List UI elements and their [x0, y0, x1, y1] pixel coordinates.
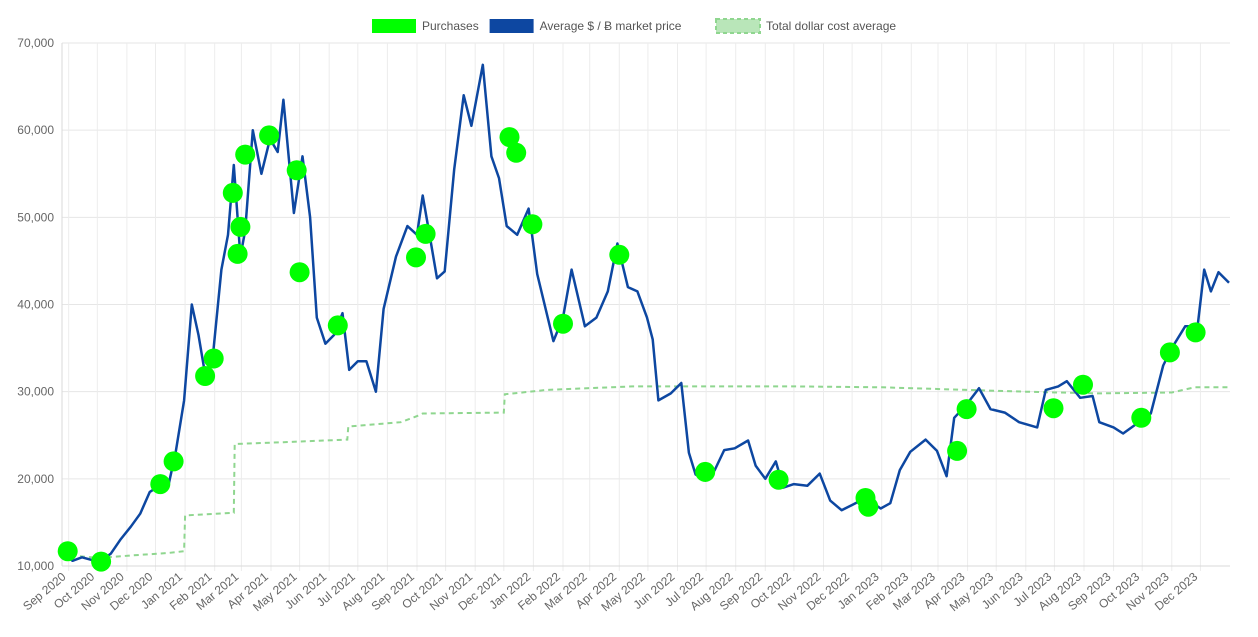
purchase-point[interactable] — [553, 313, 573, 334]
y-tick-label: 40,000 — [17, 298, 54, 312]
purchase-point[interactable] — [222, 182, 243, 203]
y-tick-label: 20,000 — [17, 472, 54, 486]
purchase-point[interactable] — [327, 315, 348, 336]
legend-label: Average $ / Ƀ market price — [540, 19, 682, 33]
price-line — [61, 63, 1230, 563]
dca-line-layer — [61, 385, 1229, 559]
purchase-point[interactable] — [91, 551, 112, 572]
legend-item[interactable]: Purchases — [372, 19, 479, 33]
purchase-point[interactable] — [230, 216, 251, 237]
purchase-point[interactable] — [947, 440, 968, 461]
purchase-point[interactable] — [289, 262, 310, 283]
purchase-point[interactable] — [1073, 374, 1093, 395]
legend-label: Purchases — [422, 19, 479, 33]
legend[interactable]: Purchases Average $ / Ƀ market price Total… — [372, 18, 896, 34]
purchase-point[interactable] — [227, 243, 248, 264]
purchase-point[interactable] — [506, 142, 527, 163]
purchase-point[interactable] — [163, 451, 184, 472]
legend-item[interactable]: Total dollar cost average — [715, 18, 896, 34]
legend-swatch — [489, 19, 534, 33]
y-tick-label: 60,000 — [17, 123, 54, 137]
purchase-point[interactable] — [286, 160, 307, 181]
legend-item[interactable]: Average $ / Ƀ market price — [489, 19, 682, 33]
purchase-point[interactable] — [259, 125, 280, 146]
purchase-point[interactable] — [1185, 322, 1206, 343]
purchase-point[interactable] — [235, 144, 256, 165]
purchase-point[interactable] — [415, 223, 436, 244]
purchase-point[interactable] — [1131, 407, 1152, 428]
purchase-point[interactable] — [406, 247, 426, 268]
purchase-point[interactable] — [195, 366, 216, 386]
purchase-point[interactable] — [203, 348, 224, 369]
purchase-points-layer — [57, 125, 1206, 572]
purchase-point[interactable] — [768, 469, 789, 490]
purchase-point[interactable] — [609, 244, 630, 265]
purchase-point[interactable] — [499, 127, 520, 148]
purchase-point[interactable] — [858, 496, 879, 517]
y-tick-label: 70,000 — [17, 36, 54, 50]
purchase-point[interactable] — [956, 399, 977, 420]
purchase-point[interactable] — [695, 461, 716, 482]
dca-line — [61, 385, 1229, 559]
purchase-point[interactable] — [522, 214, 543, 235]
purchase-point[interactable] — [1043, 398, 1064, 419]
legend-swatch — [372, 19, 416, 33]
y-tick-label: 50,000 — [17, 210, 54, 224]
legend-label: Total dollar cost average — [766, 19, 896, 33]
y-tick-label: 10,000 — [17, 559, 54, 573]
price-line-layer — [61, 63, 1230, 563]
axes: 10,000 20,000 30,000 40,000 50,000 60,000 70,0… — [17, 36, 1230, 614]
purchase-point[interactable] — [57, 541, 78, 562]
grid — [62, 42, 1230, 571]
purchase-point[interactable] — [1159, 342, 1180, 363]
purchase-point[interactable] — [150, 474, 171, 495]
legend-swatch — [715, 18, 761, 34]
y-tick-label: 30,000 — [17, 385, 54, 399]
